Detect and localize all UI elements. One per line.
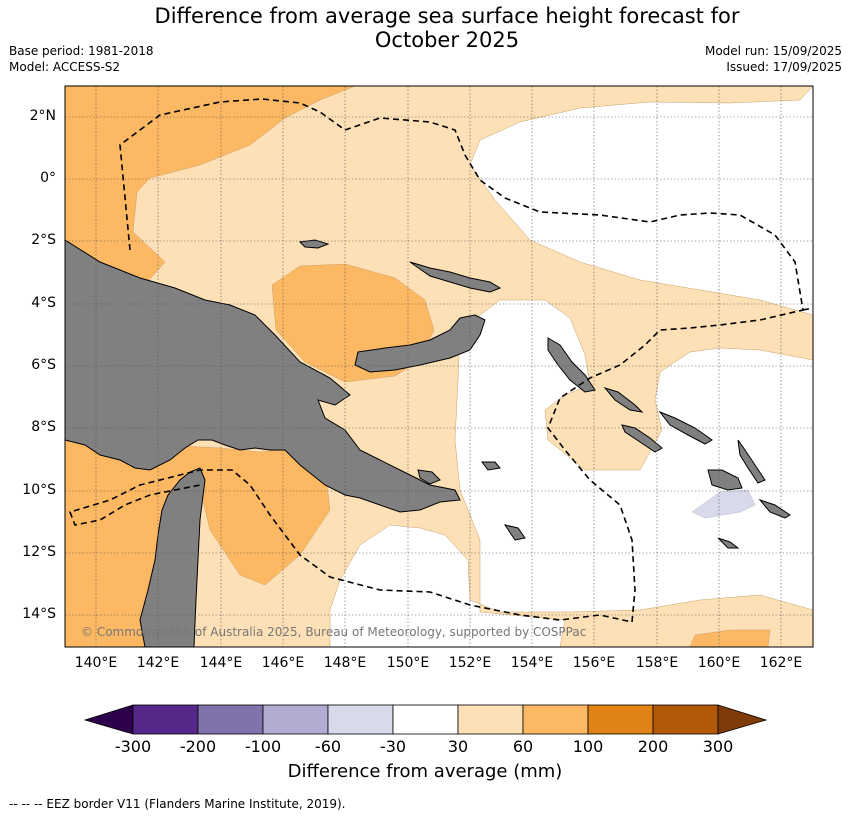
anomaly-white-solomon (329, 299, 813, 647)
land-bougainville (547, 337, 596, 393)
lat-label-4s: 4°S (31, 295, 56, 311)
land-australia-cape-york (139, 467, 206, 647)
lat-label-8s: 8°S (31, 419, 56, 435)
colorbar-bin-6 (457, 704, 524, 735)
lat-label-6s: 6°S (31, 357, 56, 373)
lon-label-150e: 150°E (386, 655, 430, 671)
colorbar-bin-2 (197, 704, 264, 735)
colorbar-tick-minus300: -300 (114, 737, 152, 756)
colorbar-bin-8 (587, 704, 654, 735)
lat-label-2n: 2°N (29, 108, 56, 124)
issued-date: Issued: 17/09/2025 (726, 60, 842, 74)
lon-label-146e: 146°E (261, 655, 305, 671)
colorbar-tick-minus60: -60 (314, 737, 342, 756)
model-name: Model: ACCESS-S2 (9, 60, 121, 74)
copyright-notice: © Commonwealth of Australia 2025, Bureau… (81, 625, 587, 639)
land (65, 239, 791, 647)
colorbar-tick-minus200: -200 (179, 737, 217, 756)
land-guadalcanal (707, 469, 743, 491)
colorbar-extend-high (717, 704, 768, 735)
title-line-1: Difference from average sea surface heig… (154, 4, 740, 28)
base-period: Base period: 1981-2018 (9, 44, 154, 58)
colorbar-bin-5 (392, 704, 459, 735)
land-makira (758, 498, 791, 519)
colorbar (83, 704, 768, 735)
land-manus (298, 239, 330, 249)
colorbar-bin-7 (522, 704, 589, 735)
meta-right: Model run: 15/09/2025 Issued: 17/09/2025 (705, 43, 842, 75)
eez-legend-note: -- -- -- EEZ border V11 (Flanders Marine… (9, 797, 346, 811)
colorbar-tick-minus100: -100 (244, 737, 282, 756)
lat-label-12s: 12°S (22, 544, 56, 560)
land-choiseul (603, 387, 644, 413)
land-woodlark (481, 461, 501, 471)
colorbar-tick-minus30: -30 (379, 737, 407, 756)
colorbar-bin-4 (327, 704, 394, 735)
map-frame (64, 85, 814, 648)
land-new-guinea (65, 239, 461, 513)
title-line-2: October 2025 (374, 28, 520, 52)
lon-label-152e: 152°E (448, 655, 492, 671)
land-new-georgia (621, 424, 663, 453)
land-new-ireland (409, 261, 502, 293)
colorbar-tick-30: 30 (447, 737, 469, 756)
colorbar-tick-100: 100 (572, 737, 604, 756)
lon-label-144e: 144°E (199, 655, 243, 671)
land-d-entrecasteaux (417, 469, 441, 485)
colorbar-tick-300: 300 (702, 737, 734, 756)
lon-label-148e: 148°E (323, 655, 367, 671)
lon-label-160e: 160°E (697, 655, 741, 671)
lon-label-158e: 158°E (635, 655, 679, 671)
lon-label-162e: 162°E (759, 655, 803, 671)
colorbar-tick-200: 200 (637, 737, 669, 756)
anomaly-60-100-southeast (689, 629, 771, 647)
colorbar-tick-60: 60 (512, 737, 534, 756)
colorbar-bin-1 (132, 704, 199, 735)
anomaly-minus30-minus60-patch (691, 489, 756, 519)
land-new-britain (354, 314, 486, 373)
colorbar-extend-low (83, 704, 134, 735)
lat-label-14s: 14°S (22, 606, 56, 622)
lon-label-140e: 140°E (74, 655, 118, 671)
land-vanikoro (717, 537, 740, 549)
lat-label-10s: 10°S (22, 482, 56, 498)
colorbar-bin-9 (652, 704, 719, 735)
map-title: Difference from average sea surface heig… (0, 4, 850, 52)
lon-label-154e: 154°E (510, 655, 554, 671)
eez-border (68, 98, 813, 623)
model-run: Model run: 15/09/2025 (704, 44, 842, 58)
lon-label-156e: 156°E (572, 655, 616, 671)
land-louisiade (503, 524, 526, 541)
lon-label-142e: 142°E (136, 655, 180, 671)
meta-left: Base period: 1981-2018 Model: ACCESS-S2 (9, 43, 154, 75)
land-malaita (737, 439, 766, 484)
lat-label-2s: 2°S (31, 232, 56, 248)
map-panel (65, 86, 813, 647)
graticule (65, 86, 813, 647)
colorbar-title: Difference from average (mm) (287, 761, 563, 782)
colorbar-bin-3 (262, 704, 329, 735)
lat-label-0: 0° (40, 170, 56, 186)
